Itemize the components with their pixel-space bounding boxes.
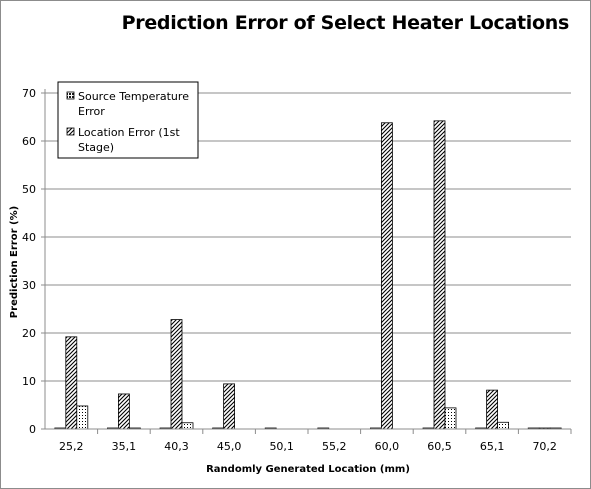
- bar-third-series: [76, 405, 89, 430]
- x-tick-label: 55,2: [322, 440, 347, 453]
- x-tick-label: 25,2: [59, 440, 84, 453]
- legend-swatch-source-temperature: [66, 91, 75, 100]
- x-tick-label: 40,3: [164, 440, 189, 453]
- bar-location-error: [118, 393, 130, 430]
- y-axis-title: Prediction Error (%): [9, 206, 20, 318]
- y-tick-label: 20: [22, 327, 36, 340]
- legend-label-location-error: Location Error (1st Stage): [78, 126, 183, 154]
- y-tick-label: 0: [29, 423, 36, 436]
- legend-label-source-temperature: Source Temperature Error: [78, 90, 192, 118]
- x-tick-label: 45,0: [217, 440, 242, 453]
- y-tick-label: 40: [22, 231, 36, 244]
- bar-location-error: [223, 383, 236, 430]
- bar-third-series: [497, 421, 510, 430]
- y-tick-label: 70: [22, 87, 36, 100]
- x-tick-label: 50,1: [269, 440, 294, 453]
- x-tick-label: 35,1: [112, 440, 137, 453]
- bar-third-series: [181, 422, 194, 430]
- x-tick-label: 60,5: [427, 440, 452, 453]
- bar-location-error: [486, 389, 499, 430]
- bar-location-error: [65, 336, 78, 430]
- bar-third-series: [444, 407, 457, 430]
- chart-title: Prediction Error of Select Heater Locati…: [121, 12, 570, 34]
- x-tick-label: 65,1: [480, 440, 505, 453]
- y-tick-label: 50: [22, 183, 36, 196]
- x-tick-label: 70,2: [532, 440, 557, 453]
- x-axis-title: Randomly Generated Location (mm): [206, 464, 410, 475]
- legend-swatch-location-error: [66, 127, 75, 136]
- y-tick-label: 10: [22, 375, 36, 388]
- y-tick-label: 30: [22, 279, 36, 292]
- bar-location-error: [380, 122, 393, 430]
- x-tick-label: 60,0: [375, 440, 400, 453]
- y-tick-label: 60: [22, 135, 36, 148]
- bar-location-error: [433, 120, 446, 430]
- legend: Source Temperature Error Location Error …: [57, 81, 199, 159]
- bar-location-error: [170, 319, 183, 430]
